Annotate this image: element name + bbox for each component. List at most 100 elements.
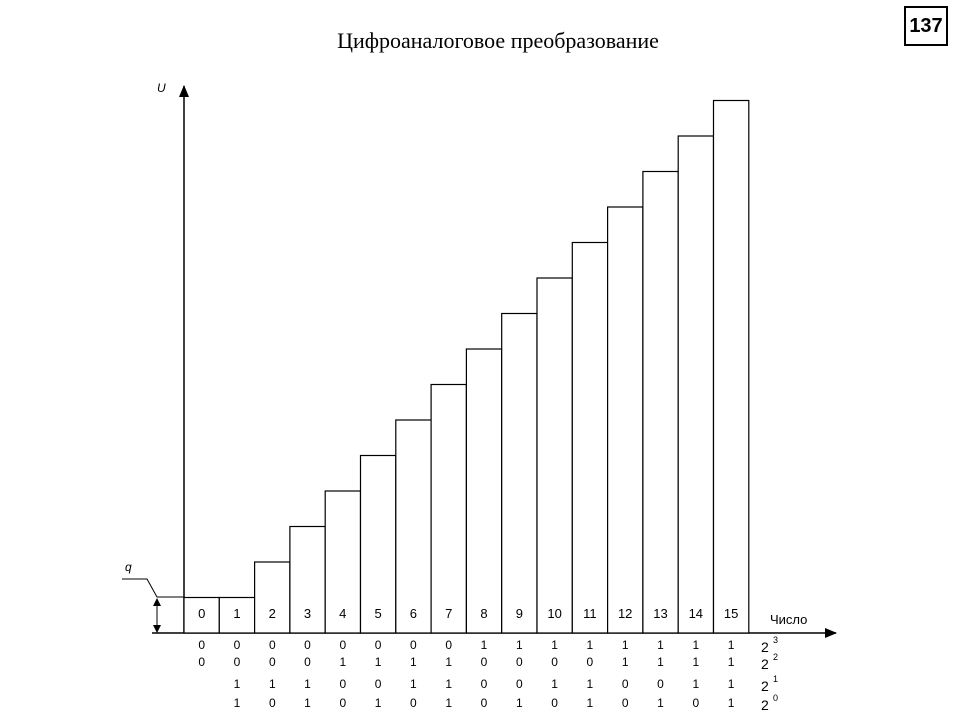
binary-bit: 0 xyxy=(198,638,205,652)
binary-bit: 0 xyxy=(481,677,488,691)
binary-bit: 1 xyxy=(692,655,699,669)
binary-bit: 1 xyxy=(587,677,594,691)
power-base: 2 xyxy=(761,656,769,672)
bar-13 xyxy=(642,170,679,634)
binary-bit: 1 xyxy=(728,655,735,669)
bar-number-label: 10 xyxy=(547,606,561,621)
binary-bit: 0 xyxy=(269,696,276,710)
binary-bit: 0 xyxy=(551,696,558,710)
binary-bit: 1 xyxy=(445,696,452,710)
binary-bit: 1 xyxy=(234,677,241,691)
bar-7 xyxy=(430,383,468,634)
binary-bit: 1 xyxy=(339,655,346,669)
binary-bit: 0 xyxy=(587,655,594,669)
binary-bit: 1 xyxy=(657,655,664,669)
binary-powers-column: 2 32 22 12 0 xyxy=(761,635,778,713)
binary-bit: 0 xyxy=(234,655,241,669)
binary-bit: 1 xyxy=(728,696,735,710)
binary-bit: 0 xyxy=(481,655,488,669)
bar-15 xyxy=(712,99,750,634)
q-step-label: q xyxy=(125,560,132,574)
binary-bit: 0 xyxy=(551,655,558,669)
binary-bit: 0 xyxy=(339,638,346,652)
q-leader-line xyxy=(122,578,184,598)
binary-bit: 1 xyxy=(551,677,558,691)
binary-bit: 0 xyxy=(410,696,417,710)
binary-bit: 0 xyxy=(304,655,311,669)
binary-bit: 0 xyxy=(339,696,346,710)
binary-bit: 1 xyxy=(410,677,417,691)
bar-2 xyxy=(254,561,291,634)
binary-bit: 1 xyxy=(445,655,452,669)
binary-bit: 1 xyxy=(304,696,311,710)
bar-3 xyxy=(289,525,326,634)
binary-bit: 1 xyxy=(375,696,382,710)
binary-bit: 1 xyxy=(516,638,523,652)
bar-14 xyxy=(677,135,715,634)
binary-bit: 1 xyxy=(692,677,699,691)
binary-bit: 0 xyxy=(445,638,452,652)
bar-number-label: 3 xyxy=(304,606,311,621)
binary-bit: 0 xyxy=(692,696,699,710)
binary-bit: 0 xyxy=(269,638,276,652)
power-base: 2 xyxy=(761,678,769,694)
bar-5 xyxy=(359,454,397,634)
binary-bit: 1 xyxy=(657,696,664,710)
binary-bit: 1 xyxy=(234,696,241,710)
binary-bit: 0 xyxy=(198,655,205,669)
binary-bit: 0 xyxy=(269,655,276,669)
binary-bit: 1 xyxy=(445,677,452,691)
bar-number-label: 14 xyxy=(689,606,703,621)
binary-bit: 1 xyxy=(410,655,417,669)
bar-number-label: 0 xyxy=(198,606,205,621)
power-base: 2 xyxy=(761,697,769,713)
page-number-badge: 137 xyxy=(904,6,948,46)
bar-number-label: 2 xyxy=(269,606,276,621)
power-exponent: 0 xyxy=(773,693,778,703)
bar-number-label: 15 xyxy=(724,606,738,621)
bar-11 xyxy=(571,241,609,634)
binary-bit: 0 xyxy=(375,677,382,691)
binary-bit: 0 xyxy=(339,677,346,691)
binary-bit: 1 xyxy=(551,638,558,652)
binary-code-table: 0 0 0 0 0 0 0 0 1 1 1 1 1 1 1 1 0 0 0 0 1 1 1 1 0 0 0 0 1 1 1 1 1 1 1 0 0 1 1 0… xyxy=(198,638,734,710)
binary-bit: 1 xyxy=(728,638,735,652)
binary-bit: 1 xyxy=(516,696,523,710)
bar-4 xyxy=(324,490,362,634)
binary-bit: 1 xyxy=(728,677,735,691)
bar-number-label: 4 xyxy=(339,606,346,621)
bar-6 xyxy=(395,419,432,634)
power-exponent: 2 xyxy=(773,652,778,662)
bar-number-label: 7 xyxy=(445,606,452,621)
bar-8 xyxy=(465,348,503,634)
bar-number-label: 12 xyxy=(618,606,632,621)
binary-bit: 1 xyxy=(375,655,382,669)
binary-bit: 1 xyxy=(269,677,276,691)
x-axis-label: Число xyxy=(770,612,807,627)
binary-bit: 1 xyxy=(587,696,594,710)
bar-12 xyxy=(606,206,644,634)
binary-bit: 1 xyxy=(304,677,311,691)
power-base: 2 xyxy=(761,639,769,655)
binary-bit: 0 xyxy=(622,677,629,691)
binary-bit: 0 xyxy=(410,638,417,652)
power-exponent: 1 xyxy=(773,674,778,684)
power-exponent: 3 xyxy=(773,635,778,645)
bar-number-label: 8 xyxy=(480,606,487,621)
binary-bit: 0 xyxy=(657,677,664,691)
binary-bit: 1 xyxy=(622,638,629,652)
binary-bit: 1 xyxy=(587,638,594,652)
binary-bit: 0 xyxy=(304,638,311,652)
bars-group xyxy=(183,99,750,634)
bar-labels-group: 0 1 2 3 4 5 6 7 8 9 10 11 12 13 14 15 xyxy=(198,606,738,621)
binary-bit: 0 xyxy=(516,655,523,669)
y-axis-label: U xyxy=(157,81,166,95)
bar-number-label: 5 xyxy=(374,606,381,621)
bar-number-label: 1 xyxy=(233,606,240,621)
bar-number-label: 6 xyxy=(410,606,417,621)
binary-bit: 1 xyxy=(481,638,488,652)
bar-number-label: 11 xyxy=(583,606,597,621)
bar-9 xyxy=(501,312,538,634)
binary-bit: 0 xyxy=(481,696,488,710)
